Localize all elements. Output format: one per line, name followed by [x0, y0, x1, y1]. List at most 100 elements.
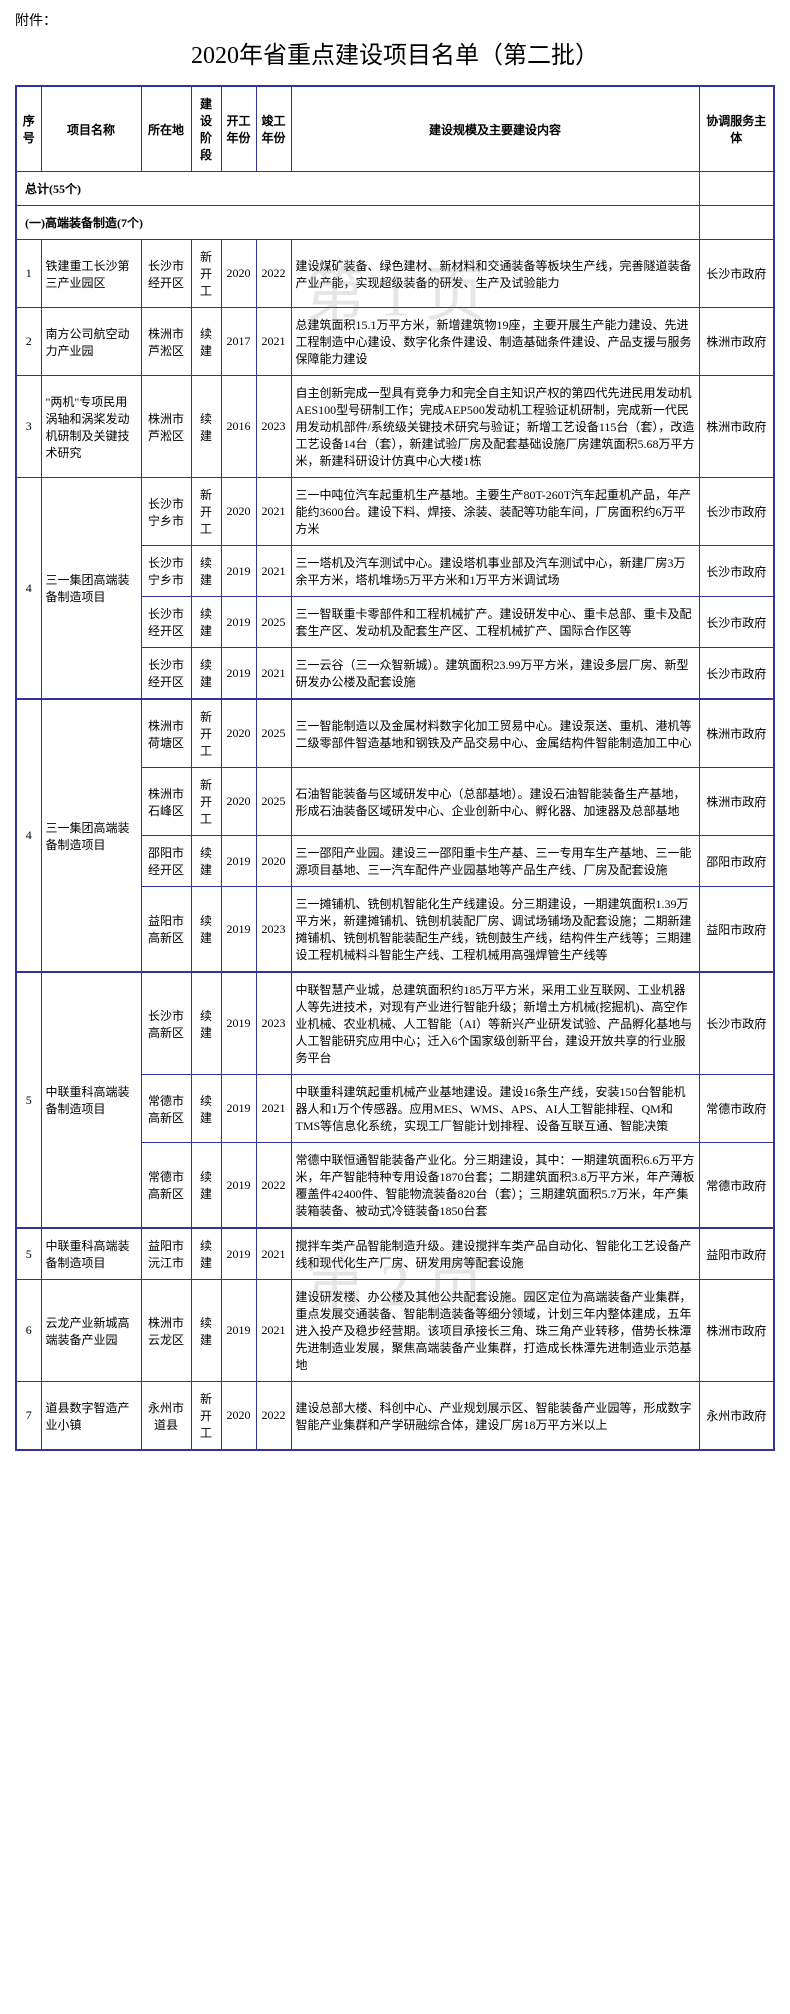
cell-end: 2025	[256, 597, 291, 648]
cell-end: 2025	[256, 768, 291, 836]
projects-table: 序号 项目名称 所在地 建设阶段 开工年份 竣工年份 建设规模及主要建设内容 协…	[15, 85, 775, 1451]
cell-start: 2020	[221, 768, 256, 836]
cell-stage: 续建	[191, 546, 221, 597]
cell-name: "两机"专项民用涡轴和涡桨发动机研制及关键技术研究	[41, 376, 141, 478]
cell-content: 三一塔机及汽车测试中心。建设塔机事业部及汽车测试中心，新建厂房3万余平方米，塔机…	[291, 546, 699, 597]
cell-stage: 续建	[191, 1075, 221, 1143]
cell-stage: 新开工	[191, 1382, 221, 1451]
cell-coord: 长沙市政府	[699, 240, 774, 308]
cell-content: 三一中吨位汽车起重机生产基地。主要生产80T-260T汽车起重机产品，年产能约3…	[291, 478, 699, 546]
cell-name: 道县数字智造产业小镇	[41, 1382, 141, 1451]
header-name: 项目名称	[41, 86, 141, 172]
cell-coord: 常德市政府	[699, 1143, 774, 1229]
cell-seq: 5	[16, 1228, 41, 1280]
cell-content: 三一智能制造以及金属材料数字化加工贸易中心。建设泵送、重机、港机等二级零部件智造…	[291, 699, 699, 768]
cell-coord: 常德市政府	[699, 1075, 774, 1143]
cell-end: 2023	[256, 376, 291, 478]
cell-coord: 益阳市政府	[699, 1228, 774, 1280]
cell-name: 中联重科高端装备制造项目	[41, 1228, 141, 1280]
cell-coord: 株洲市政府	[699, 768, 774, 836]
cell-stage: 续建	[191, 887, 221, 973]
table-row: 5中联重科高端装备制造项目益阳市沅江市续建20192021搅拌车类产品智能制造升…	[16, 1228, 774, 1280]
table-row: 6云龙产业新城高端装备产业园株洲市云龙区续建20192021建设研发楼、办公楼及…	[16, 1280, 774, 1382]
cell-start: 2019	[221, 1075, 256, 1143]
header-loc: 所在地	[141, 86, 191, 172]
cell-coord: 株洲市政府	[699, 308, 774, 376]
cell-start: 2019	[221, 1228, 256, 1280]
cell-end: 2021	[256, 648, 291, 700]
cell-end: 2022	[256, 1143, 291, 1229]
header-content: 建设规模及主要建设内容	[291, 86, 699, 172]
cell-content: 搅拌车类产品智能制造升级。建设搅拌车类产品自动化、智能化工艺设备产线和现代化生产…	[291, 1228, 699, 1280]
attachment-label: 附件：	[15, 10, 775, 30]
cell-name: 三一集团高端装备制造项目	[41, 478, 141, 700]
header-start: 开工年份	[221, 86, 256, 172]
cell-coord: 长沙市政府	[699, 972, 774, 1075]
cell-end: 2021	[256, 1075, 291, 1143]
page-title: 2020年省重点建设项目名单（第二批）	[15, 35, 775, 70]
cell-content: 三一智联重卡零部件和工程机械扩产。建设研发中心、重卡总部、重卡及配套生产区、发动…	[291, 597, 699, 648]
cell-stage: 新开工	[191, 699, 221, 768]
cell-name: 云龙产业新城高端装备产业园	[41, 1280, 141, 1382]
total-empty	[699, 172, 774, 206]
cell-stage: 新开工	[191, 768, 221, 836]
cell-end: 2021	[256, 1228, 291, 1280]
cell-coord: 永州市政府	[699, 1382, 774, 1451]
cell-end: 2021	[256, 308, 291, 376]
cell-name: 南方公司航空动力产业园	[41, 308, 141, 376]
cell-coord: 株洲市政府	[699, 1280, 774, 1382]
cell-end: 2022	[256, 240, 291, 308]
cell-seq: 2	[16, 308, 41, 376]
cell-seq: 7	[16, 1382, 41, 1451]
cell-stage: 续建	[191, 1228, 221, 1280]
cell-loc: 永州市道县	[141, 1382, 191, 1451]
cell-loc: 长沙市高新区	[141, 972, 191, 1075]
cell-stage: 续建	[191, 648, 221, 700]
cell-content: 三一邵阳产业园。建设三一邵阳重卡生产基、三一专用车生产基地、三一能源项目基地、三…	[291, 836, 699, 887]
cell-start: 2020	[221, 240, 256, 308]
cell-start: 2019	[221, 972, 256, 1075]
cell-loc: 株洲市云龙区	[141, 1280, 191, 1382]
cell-loc: 长沙市经开区	[141, 648, 191, 700]
cell-content: 总建筑面积15.1万平方米，新增建筑物19座，主要开展生产能力建设、先进工程制造…	[291, 308, 699, 376]
cell-start: 2017	[221, 308, 256, 376]
table-row: 4三一集团高端装备制造项目长沙市宁乡市新开工20202021三一中吨位汽车起重机…	[16, 478, 774, 546]
cell-end: 2023	[256, 972, 291, 1075]
cell-end: 2021	[256, 478, 291, 546]
cell-content: 中联重科建筑起重机械产业基地建设。建设16条生产线，安装150台智能机器人和1万…	[291, 1075, 699, 1143]
cell-start: 2019	[221, 597, 256, 648]
cell-seq: 4	[16, 699, 41, 972]
section-label: (一)高端装备制造(7个)	[16, 206, 699, 240]
total-label: 总计(55个)	[16, 172, 699, 206]
cell-seq: 5	[16, 972, 41, 1228]
cell-stage: 新开工	[191, 240, 221, 308]
cell-start: 2019	[221, 887, 256, 973]
cell-end: 2025	[256, 699, 291, 768]
cell-stage: 续建	[191, 836, 221, 887]
cell-loc: 株洲市芦淞区	[141, 376, 191, 478]
cell-content: 石油智能装备与区域研发中心（总部基地）。建设石油智能装备生产基地，形成石油装备区…	[291, 768, 699, 836]
cell-seq: 1	[16, 240, 41, 308]
cell-loc: 株洲市石峰区	[141, 768, 191, 836]
cell-stage: 续建	[191, 597, 221, 648]
cell-loc: 长沙市经开区	[141, 597, 191, 648]
table-row: 7道县数字智造产业小镇永州市道县新开工20202022建设总部大楼、科创中心、产…	[16, 1382, 774, 1451]
cell-end: 2021	[256, 1280, 291, 1382]
table-row: 2南方公司航空动力产业园株洲市芦淞区续建20172021总建筑面积15.1万平方…	[16, 308, 774, 376]
cell-start: 2020	[221, 1382, 256, 1451]
cell-end: 2022	[256, 1382, 291, 1451]
cell-start: 2019	[221, 546, 256, 597]
cell-loc: 益阳市高新区	[141, 887, 191, 973]
cell-content: 三一云谷（三一众智新城）。建筑面积23.99万平方米，建设多层厂房、新型研发办公…	[291, 648, 699, 700]
cell-name: 三一集团高端装备制造项目	[41, 699, 141, 972]
cell-seq: 6	[16, 1280, 41, 1382]
cell-coord: 长沙市政府	[699, 478, 774, 546]
cell-start: 2019	[221, 836, 256, 887]
cell-loc: 株洲市芦淞区	[141, 308, 191, 376]
table-row: 4三一集团高端装备制造项目株洲市荷塘区新开工20202025三一智能制造以及金属…	[16, 699, 774, 768]
cell-loc: 邵阳市经开区	[141, 836, 191, 887]
cell-stage: 续建	[191, 972, 221, 1075]
cell-stage: 续建	[191, 308, 221, 376]
header-row: 序号 项目名称 所在地 建设阶段 开工年份 竣工年份 建设规模及主要建设内容 协…	[16, 86, 774, 172]
cell-start: 2019	[221, 1143, 256, 1229]
